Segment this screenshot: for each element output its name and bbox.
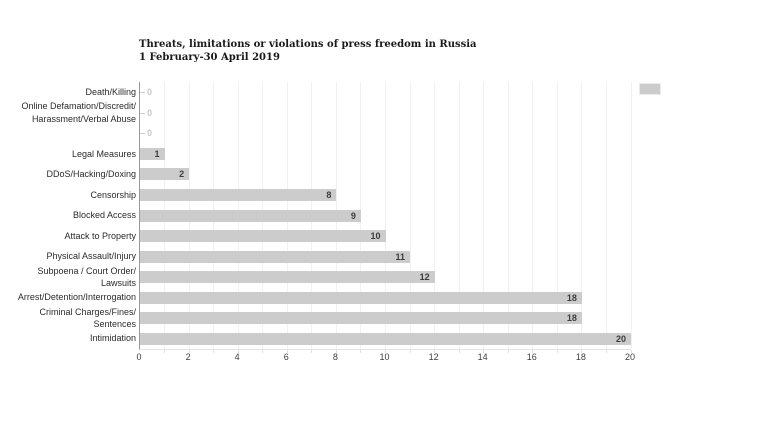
axis-tick-mark (532, 350, 534, 353)
axis-tick-mark (385, 350, 386, 353)
gridline (409, 82, 411, 349)
category-label: Subpoena / Court Order/ Lawsuits (37, 265, 136, 289)
gridline (507, 82, 509, 349)
axis-tick-mark (335, 350, 337, 353)
x-tick-label: 6 (283, 352, 289, 362)
bar: 18 (140, 312, 582, 325)
axis-tick-mark (507, 350, 509, 353)
axis-tick-mark (581, 350, 583, 353)
x-tick-label: 12 (428, 352, 439, 362)
x-tick-label: 4 (234, 352, 240, 362)
bar: 9 (140, 209, 361, 222)
category-label: Arrest/Detention/Interrogation (17, 292, 136, 303)
axis-tick-mark (262, 350, 264, 353)
axis-tick-mark (409, 350, 411, 353)
zero-bar-stub (140, 92, 145, 94)
axis-tick-mark (605, 350, 607, 353)
axis-tick-mark (237, 350, 239, 353)
axis-tick-mark (556, 350, 558, 353)
zero-bar-stub (140, 112, 145, 114)
legend-swatch (639, 83, 661, 95)
gridline (556, 82, 558, 349)
bar: 11 (140, 250, 411, 263)
category-label: Criminal Charges/Fines/ Sentences (39, 306, 136, 330)
category-label: DDoS/Hacking/Doxing (46, 169, 136, 180)
x-tick-label: 2 (185, 352, 191, 362)
gridline (532, 82, 534, 349)
bar: 10 (140, 230, 386, 243)
bar-value-label: 0 (147, 87, 153, 98)
category-label: Legal Measures (71, 148, 136, 159)
x-tick-label: 10 (379, 352, 390, 362)
x-tick-label: 16 (526, 352, 537, 362)
category-label: Intimidation (89, 333, 136, 344)
axis-tick-mark (483, 350, 485, 353)
gridline (630, 82, 632, 349)
bar: 2 (140, 168, 190, 181)
x-tick-label: 18 (575, 352, 586, 362)
axis-tick-mark (434, 350, 436, 353)
gridline (483, 82, 485, 349)
y-axis-category-labels: Death/Killing Online Defamation/Discredit… (0, 82, 136, 349)
bar: 20 (140, 332, 631, 345)
x-tick-label: 0 (136, 352, 142, 362)
gridline (605, 82, 607, 349)
gridline (434, 82, 436, 349)
axis-tick-mark (458, 350, 460, 353)
bar-value-label: 0 (147, 128, 153, 139)
category-label: Death/Killing (85, 87, 136, 98)
axis-tick-mark (188, 350, 190, 353)
axis-tick-mark (286, 350, 288, 353)
axis-tick-mark (164, 350, 166, 353)
gridline (581, 82, 583, 349)
x-tick-label: 8 (332, 352, 338, 362)
bar: 1 (140, 147, 165, 160)
axis-tick-mark (630, 350, 632, 353)
plot-area: 0 0 0 1 2 8 9 10 11 12 18 18 20 (139, 82, 632, 353)
axis-tick-mark (213, 350, 215, 353)
gridline (360, 82, 362, 349)
x-tick-label: 14 (477, 352, 488, 362)
category-label: Online Defamation/Discredit/ Harassment/… (21, 101, 136, 124)
bar: 12 (140, 271, 435, 284)
zero-bar-stub (140, 133, 145, 135)
gridline (385, 82, 386, 349)
x-axis-tick-labels: 0 2 4 6 8 10 12 14 16 18 20 (136, 352, 635, 364)
category-label: Censorship (90, 189, 136, 200)
chart-title: Threats, limitations or violations of pr… (139, 39, 477, 50)
axis-tick-mark (360, 350, 362, 353)
category-label: Blocked Access (72, 210, 136, 221)
category-label: Attack to Property (64, 230, 136, 241)
chart-subtitle: 1 February-30 April 2019 (139, 52, 280, 63)
category-label: Physical Assault/Injury (46, 251, 136, 262)
axis-tick-mark (311, 350, 313, 353)
bar-value-label: 0 (147, 107, 153, 118)
bar: 8 (140, 188, 337, 201)
bar: 18 (140, 291, 582, 304)
x-tick-label: 20 (624, 352, 636, 362)
gridline (458, 82, 460, 349)
category-label (0, 123, 136, 144)
